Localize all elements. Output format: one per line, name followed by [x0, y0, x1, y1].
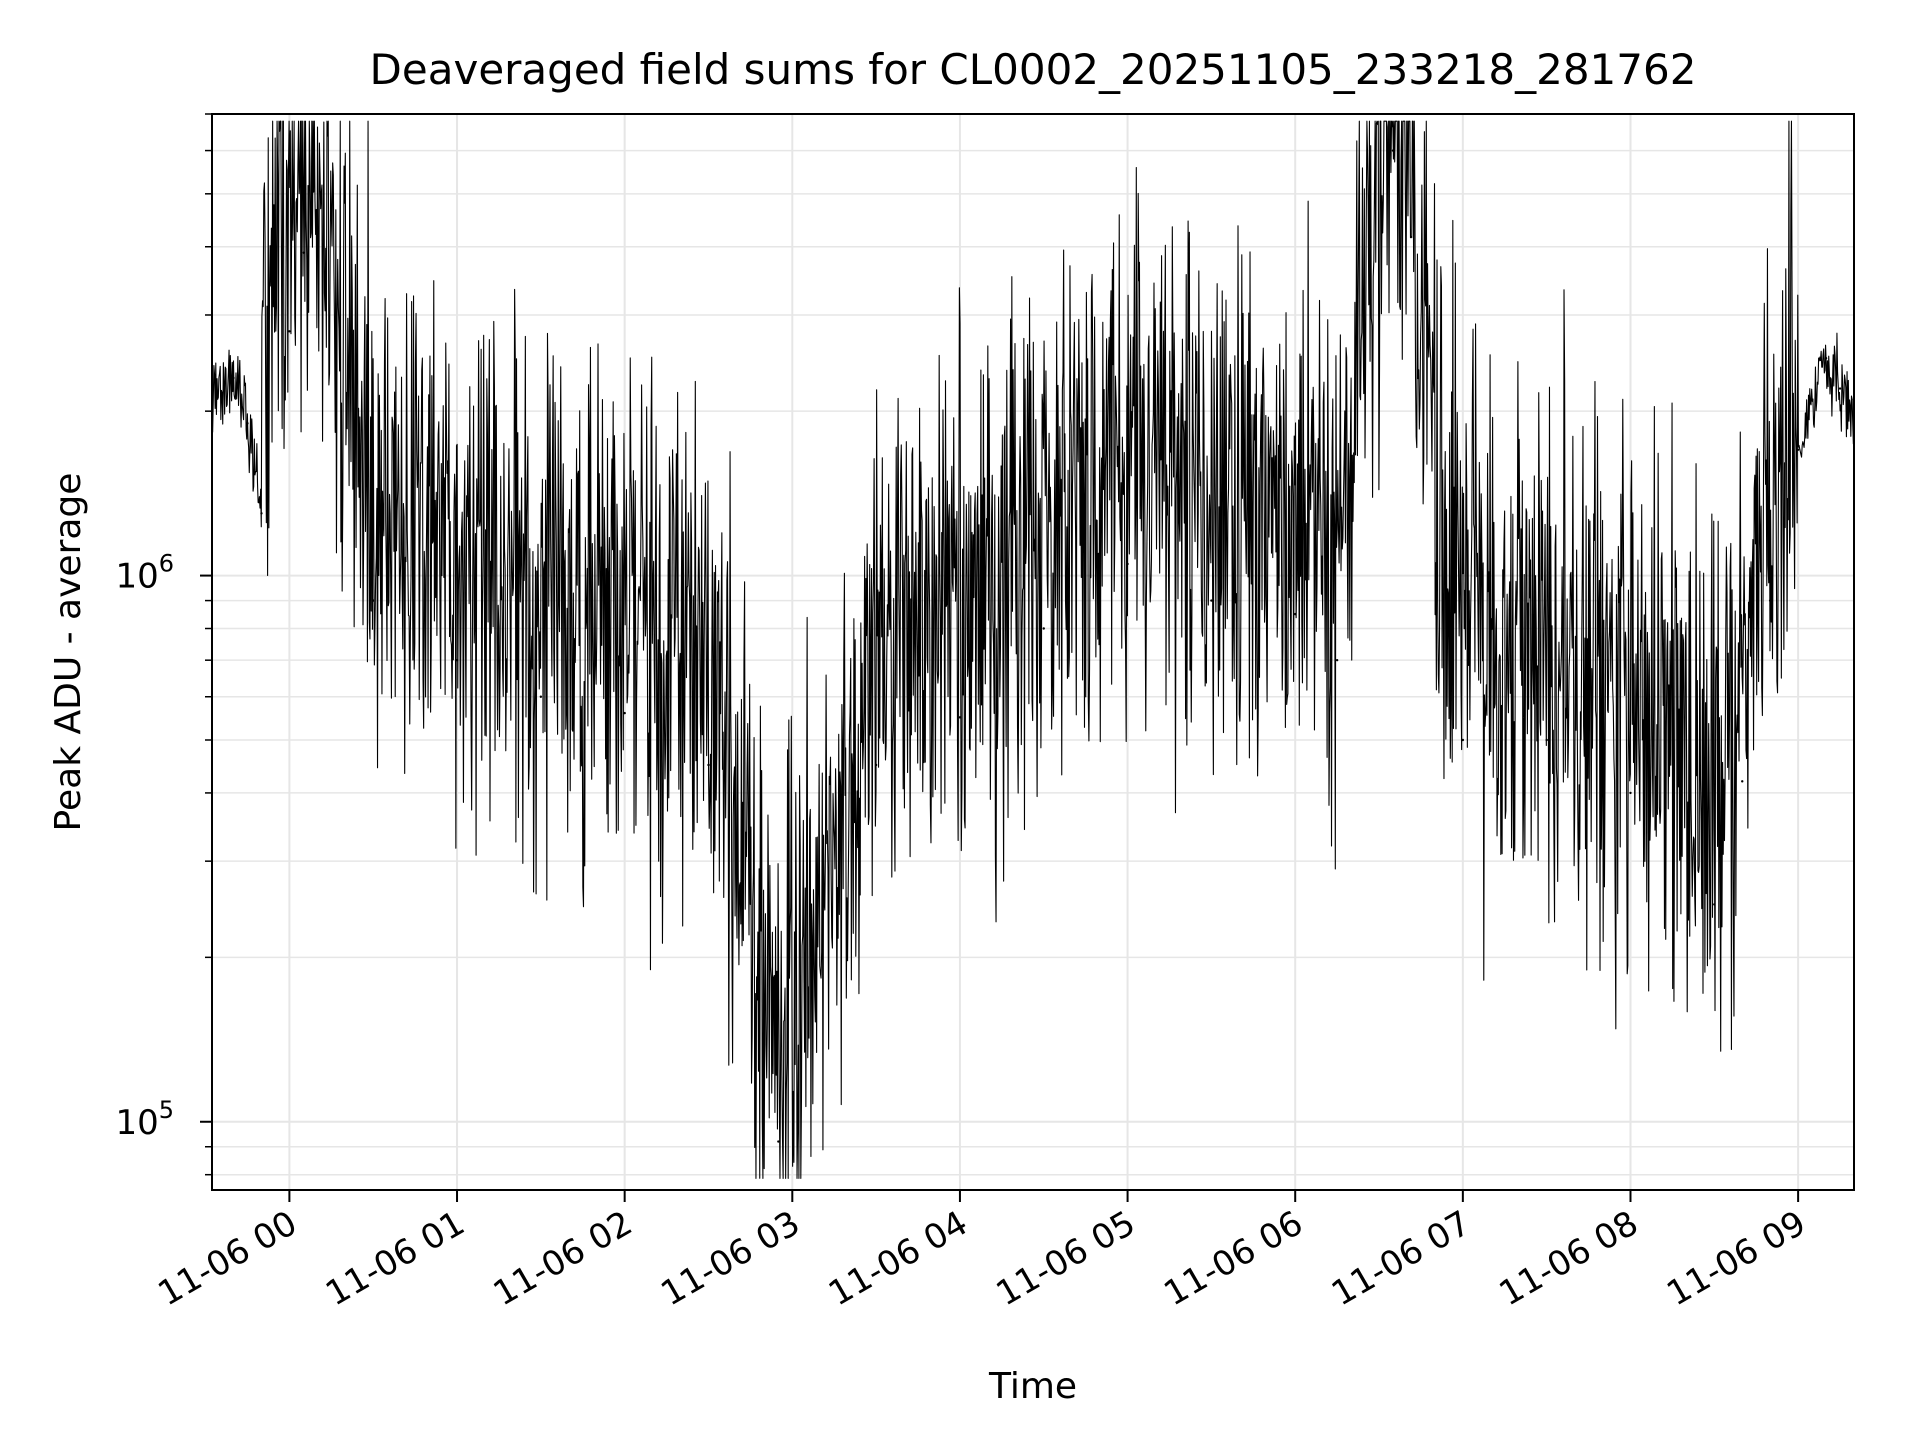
data-point [288, 330, 291, 333]
data-point [1838, 387, 1842, 390]
data-point [1741, 780, 1744, 783]
data-point [1210, 599, 1213, 602]
data-point [1768, 599, 1772, 602]
data-point [232, 376, 235, 380]
chart-title: Deaveraged field sums for CL0002_2025110… [370, 45, 1697, 94]
data-point [455, 658, 459, 662]
data-point [1810, 398, 1814, 401]
data-point [260, 512, 263, 515]
data-point [1629, 791, 1632, 795]
data-point [1545, 738, 1548, 742]
data-point [246, 422, 249, 425]
data-point [1294, 612, 1297, 616]
data-point [539, 695, 543, 698]
data-point [1461, 738, 1465, 742]
data-point [707, 763, 710, 767]
data-point [1391, 149, 1395, 152]
data-point [1796, 448, 1800, 451]
data-point [1126, 562, 1129, 566]
series-line [212, 120, 1854, 1179]
data-point [958, 716, 962, 719]
y-axis-label: Peak ADU - average [48, 473, 89, 832]
series-group [212, 120, 1854, 1179]
data-point [372, 599, 375, 602]
data-point [302, 251, 305, 254]
data-point [623, 711, 626, 715]
data-point [1824, 357, 1828, 360]
plot-frame [211, 113, 1855, 1191]
data-point [874, 763, 878, 767]
data-point [777, 1140, 780, 1143]
data-point [274, 313, 277, 317]
data-point [1042, 627, 1045, 630]
x-axis-label: Time [988, 1366, 1077, 1407]
data-point [1713, 903, 1716, 906]
data-point [1335, 658, 1339, 662]
